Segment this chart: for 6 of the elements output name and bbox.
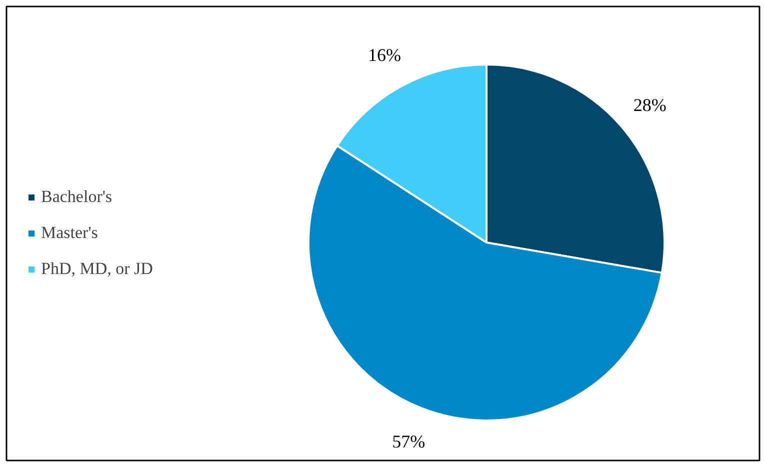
legend-label: Bachelor's	[41, 187, 112, 207]
legend-label: PhD, MD, or JD	[41, 259, 153, 279]
data-label: 28%	[633, 94, 666, 115]
data-label: 57%	[392, 431, 426, 452]
legend-label: Master's	[41, 223, 98, 243]
data-label: 16%	[368, 44, 402, 65]
